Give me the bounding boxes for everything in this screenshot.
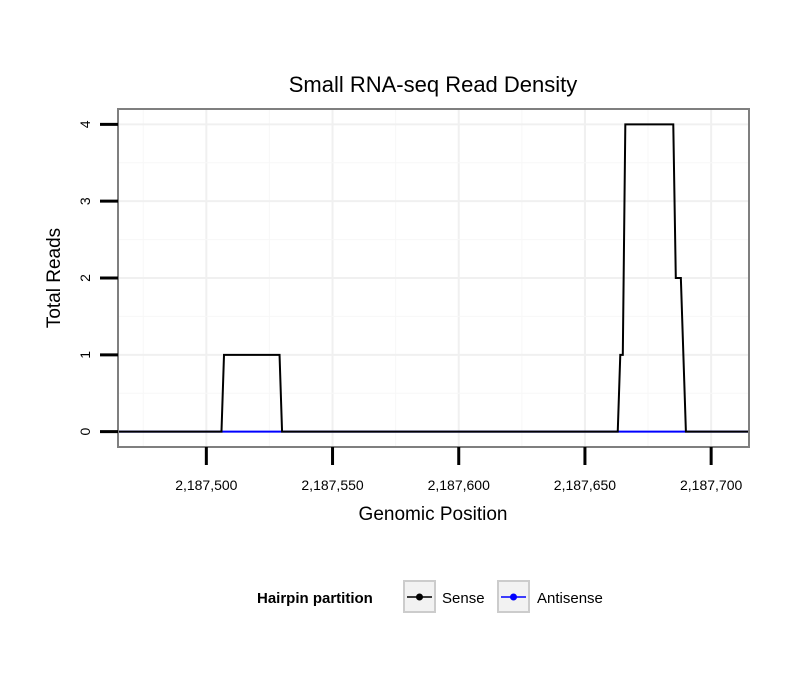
legend-label-antisense: Antisense xyxy=(537,590,603,607)
legend-point-sense xyxy=(416,593,423,601)
y-tick-label: 4 xyxy=(77,120,93,128)
series-lines xyxy=(118,123,749,433)
legend: Hairpin partition Sense Antisense xyxy=(257,580,603,613)
series-line-sense xyxy=(118,123,749,433)
y-axis-title: Total Reads xyxy=(44,228,65,328)
chart-title: Small RNA-seq Read Density xyxy=(289,72,578,97)
legend-title: Hairpin partition xyxy=(257,590,373,607)
x-tick-label: 2,187,500 xyxy=(175,477,237,493)
legend-point-antisense xyxy=(510,593,517,601)
y-axis: 0 1 2 3 4 xyxy=(77,120,118,436)
y-tick-label: 0 xyxy=(77,428,93,436)
y-tick-label: 1 xyxy=(77,351,93,359)
y-tick-label: 3 xyxy=(77,197,93,205)
legend-item-antisense[interactable]: Antisense xyxy=(497,580,603,613)
x-tick-label: 2,187,650 xyxy=(554,477,616,493)
y-tick-label: 2 xyxy=(77,274,93,282)
x-tick-label: 2,187,550 xyxy=(301,477,363,493)
x-axis: 2,187,500 2,187,550 2,187,600 2,187,650 2,18… xyxy=(175,447,742,493)
x-axis-title: Genomic Position xyxy=(359,504,508,525)
x-tick-label: 2,187,700 xyxy=(680,477,742,493)
legend-item-sense[interactable]: Sense xyxy=(403,580,485,613)
legend-label-sense: Sense xyxy=(442,590,485,607)
x-tick-label: 2,187,600 xyxy=(428,477,490,493)
